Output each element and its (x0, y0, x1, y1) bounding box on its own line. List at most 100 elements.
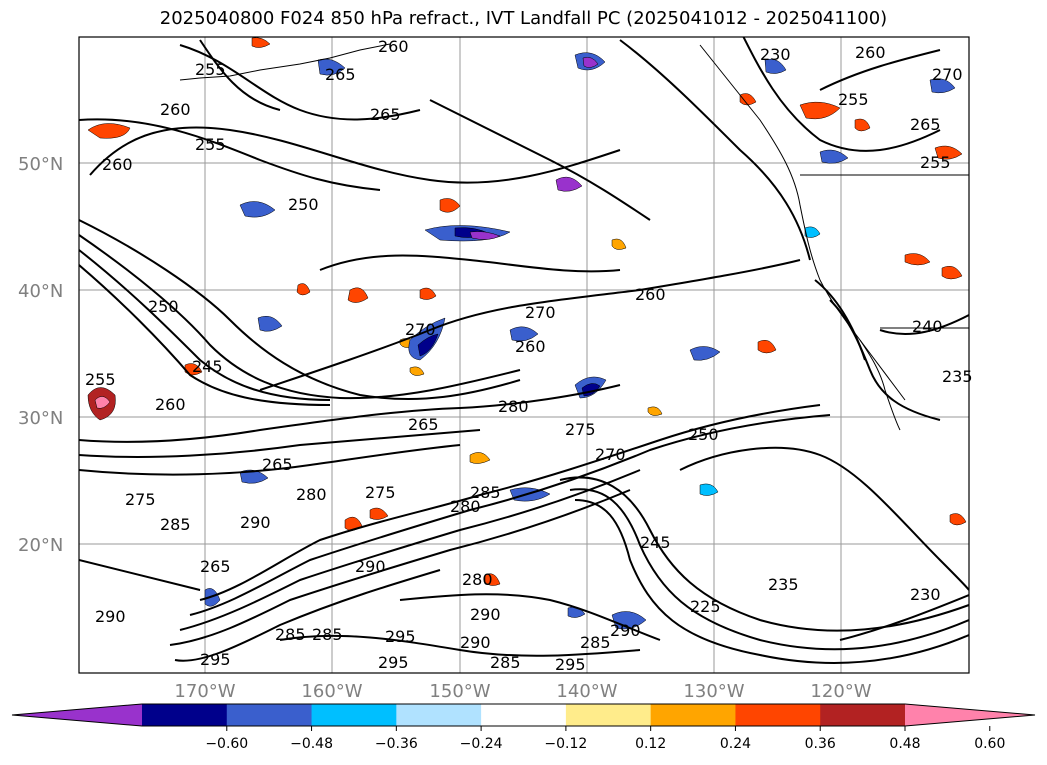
colorbar-segment (142, 704, 228, 726)
lon-tick-label: 170°W (174, 681, 235, 702)
colorbar-tick-label: −0.48 (290, 736, 333, 752)
contour-label: 265 (370, 105, 401, 124)
contour-line (199, 39, 281, 111)
colorbar-segment (735, 704, 821, 726)
contour-line (89, 126, 621, 184)
fill-blob (699, 483, 719, 496)
contour-label: 290 (610, 621, 641, 640)
contour-label: 255 (85, 370, 116, 389)
contour-label: 290 (460, 633, 491, 652)
colorbar-segment (396, 704, 482, 726)
contour-label: 260 (515, 337, 546, 356)
contour-line (259, 259, 801, 391)
contour-label: 265 (200, 557, 231, 576)
contour-line (829, 299, 941, 421)
contour-label: 290 (470, 605, 501, 624)
lat-tick-label: 20°N (18, 535, 63, 556)
colorbar-tick-label: −0.12 (544, 736, 587, 752)
contour-label: 260 (155, 395, 186, 414)
contour-line (79, 234, 521, 400)
contour-label: 290 (240, 513, 271, 532)
contour-label: 230 (760, 45, 791, 64)
contour-label: 280 (498, 397, 529, 416)
negative-anomaly-fills (204, 52, 956, 630)
coastline-baja (859, 339, 901, 431)
contour-line (174, 569, 441, 662)
colorbar-outline (11, 703, 1036, 727)
colorbar-segment (565, 704, 652, 726)
contour-label: 295 (555, 655, 586, 674)
contour-line (279, 634, 641, 657)
contour-label: 260 (378, 37, 409, 56)
contour-line (79, 559, 201, 591)
colorbar-extend-low (12, 704, 142, 726)
contour-line (319, 254, 621, 273)
contour-line (169, 489, 631, 646)
fill-blob (819, 149, 849, 164)
colorbar-tick-label: 0.12 (635, 736, 666, 752)
fill-blob (739, 93, 757, 106)
fill-blob (419, 287, 437, 300)
fill-blob (344, 516, 363, 531)
contour-label: 250 (288, 195, 319, 214)
contour-label: 235 (768, 575, 799, 594)
contour-label: 255 (920, 153, 951, 172)
map-frame (78, 36, 970, 674)
fill-blob (929, 78, 956, 94)
contour-label: 285 (312, 625, 343, 644)
fill-blob (439, 198, 461, 213)
contour-line (79, 444, 461, 476)
contour-label: 230 (910, 585, 941, 604)
colorbar-tick-label: −0.24 (460, 736, 503, 752)
fill-blob (509, 326, 539, 342)
contour-label: 265 (910, 115, 941, 134)
lon-tick-label: 160°W (301, 681, 362, 702)
contour-line (819, 49, 941, 91)
contour-label: 265 (262, 455, 293, 474)
contour-label: 265 (325, 65, 356, 84)
colorbar-tick-label: 0.24 (720, 736, 751, 752)
colorbar-segment (481, 704, 567, 726)
lon-tick-label: 150°W (429, 681, 490, 702)
contour-line (79, 219, 521, 400)
colorbar-tick-label: 0.60 (974, 736, 1005, 752)
colorbar-segment (311, 704, 397, 726)
contour-line (574, 499, 969, 664)
contour-label: 280 (296, 485, 327, 504)
contour-label: 290 (355, 557, 386, 576)
fill-blob (469, 452, 491, 464)
contour-label: 295 (200, 650, 231, 669)
contour-line (199, 404, 821, 601)
contour-line (179, 469, 641, 631)
map-panel: 260 255 265 260 250 255 260 265 270 270 … (78, 36, 973, 674)
contour-label: 265 (408, 415, 439, 434)
contour-label: 235 (942, 367, 973, 386)
fill-blob (764, 58, 787, 74)
contour-label: 260 (855, 43, 886, 62)
fill-blob (934, 145, 963, 160)
contour-line (742, 37, 941, 152)
map-background (79, 37, 969, 673)
contour-line (619, 39, 811, 261)
contour-line (179, 44, 421, 121)
contour-label: 295 (378, 653, 409, 672)
contour-label: 285 (275, 625, 306, 644)
graticule (79, 37, 969, 673)
contour-label: 275 (365, 483, 396, 502)
contour-label: 245 (640, 533, 671, 552)
contour-line (79, 264, 331, 406)
contour-label: 260 (160, 100, 191, 119)
fill-blob (87, 123, 131, 139)
fill-blob (854, 118, 871, 132)
contour-label: 280 (450, 497, 481, 516)
latitude-ticks: 50°N 40°N 30°N 20°N (18, 154, 63, 556)
contour-label: 270 (525, 303, 556, 322)
contour-label: 250 (688, 425, 719, 444)
refractivity-contours (79, 37, 969, 664)
contour-line (189, 414, 831, 616)
fill-blob (941, 266, 963, 280)
contour-line (79, 118, 381, 191)
colorbar-segment (650, 704, 736, 726)
contour-label: 255 (195, 135, 226, 154)
contour-label: 240 (912, 317, 943, 336)
